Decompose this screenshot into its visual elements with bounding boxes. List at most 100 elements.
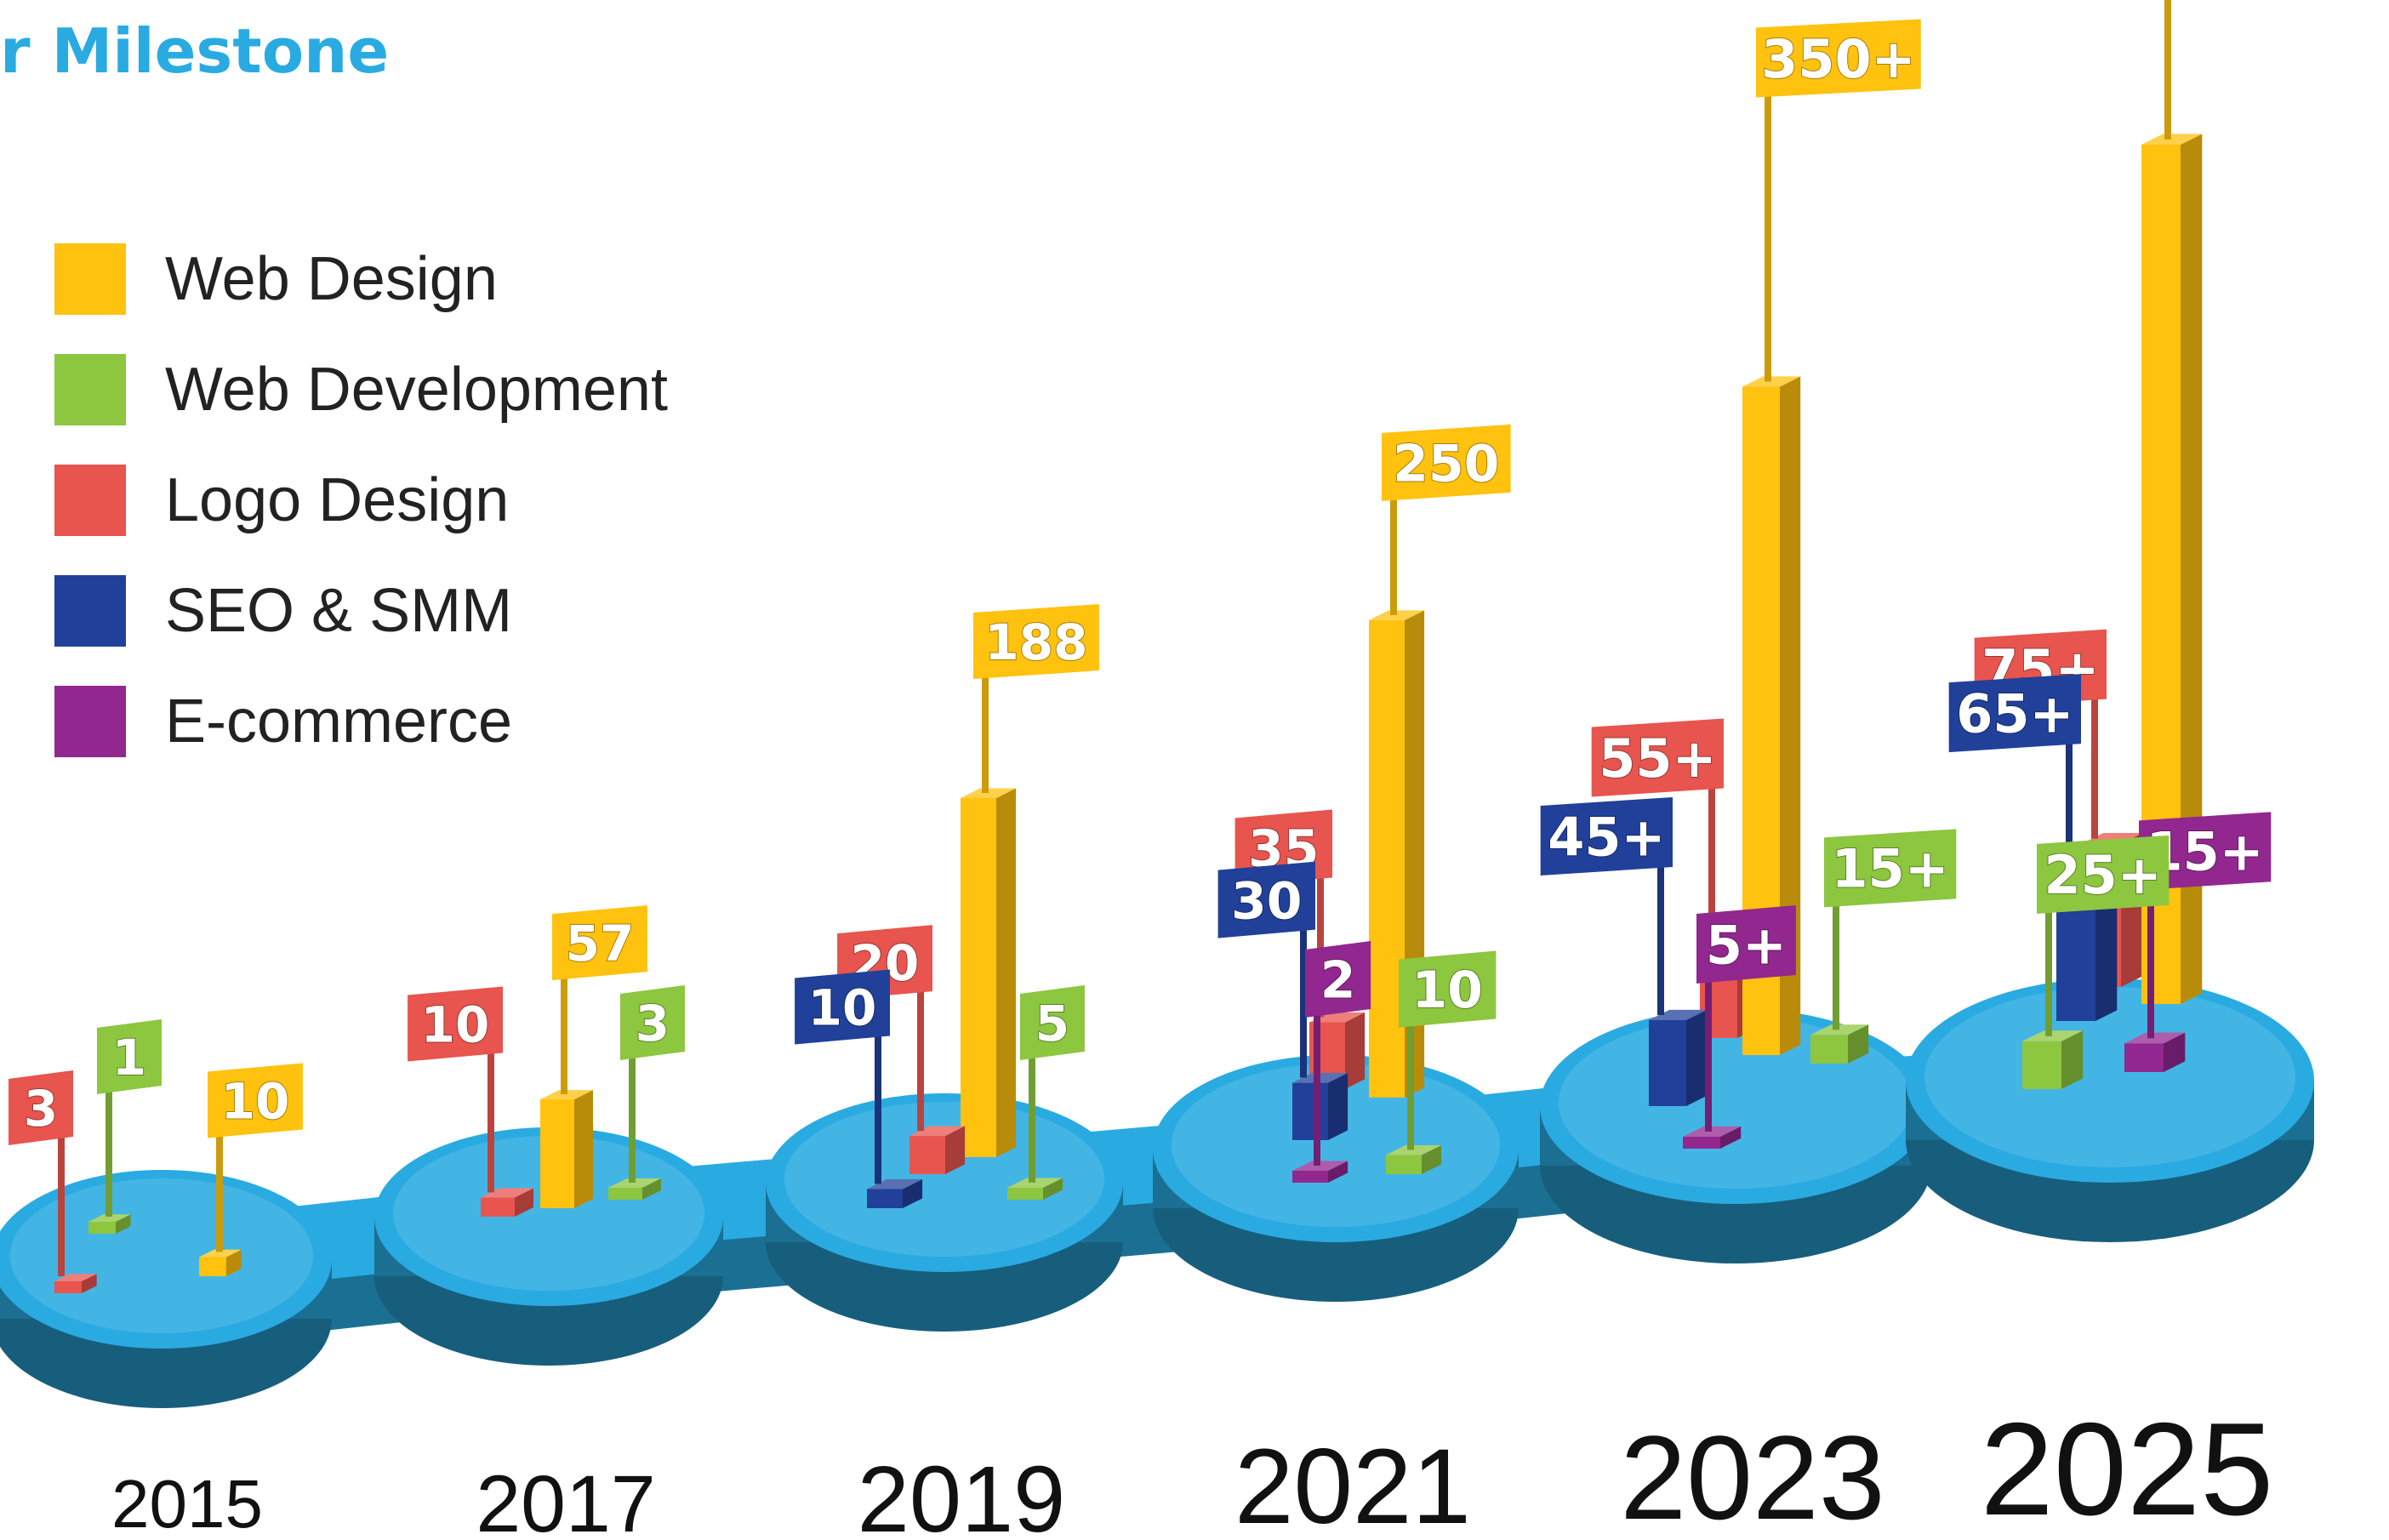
bar-logo-design-2019 bbox=[909, 1126, 966, 1174]
value-flag: 1 bbox=[97, 1019, 162, 1217]
flag-banner bbox=[1399, 950, 1497, 1028]
value-flag: 250 bbox=[1382, 424, 1511, 615]
platform-disc-highlight bbox=[1924, 987, 2295, 1167]
bar-side bbox=[1345, 1012, 1366, 1089]
bar-front bbox=[1683, 1137, 1720, 1149]
legend-label: E-commerce bbox=[165, 687, 513, 756]
flag-value-label: 350+ bbox=[1761, 28, 1915, 90]
bar-side bbox=[1848, 1024, 1869, 1064]
bar-seo-smm-2019 bbox=[867, 1179, 923, 1208]
bar-side bbox=[226, 1249, 242, 1276]
year-label-2017: 2017 bbox=[476, 1459, 655, 1540]
flag-value-label: 188 bbox=[984, 613, 1087, 671]
value-flag: 3 bbox=[9, 1070, 73, 1276]
bar-top bbox=[1007, 1178, 1063, 1188]
value-flag: 55+ bbox=[1591, 718, 1724, 928]
bar-side bbox=[1422, 1145, 1442, 1174]
bar-top bbox=[2022, 1030, 2084, 1041]
bar-side bbox=[574, 1090, 593, 1208]
bar-front bbox=[867, 1189, 903, 1208]
value-flag: 10 bbox=[208, 1063, 303, 1252]
year-label-2015: 2015 bbox=[111, 1466, 263, 1540]
bar-front bbox=[2056, 897, 2095, 1021]
bar-front bbox=[199, 1257, 226, 1276]
value-flag: 3 bbox=[620, 985, 685, 1183]
bar-top bbox=[1292, 1161, 1348, 1171]
bar-e-commerce-2025 bbox=[2124, 1032, 2186, 1072]
legend-label: Web Development bbox=[165, 356, 668, 424]
flag-value-label: 2 bbox=[1320, 951, 1356, 1011]
bar-side bbox=[2061, 1030, 2084, 1089]
bar-side bbox=[1686, 1009, 1708, 1106]
value-flag: 10 bbox=[408, 986, 503, 1193]
bar-side bbox=[1720, 1126, 1742, 1149]
flag-banner bbox=[2139, 812, 2272, 891]
value-flag: 25+ bbox=[2037, 835, 2169, 1036]
bar-top bbox=[481, 1188, 533, 1198]
bar-front bbox=[1292, 1082, 1328, 1140]
bar-front bbox=[88, 1222, 116, 1234]
bar-top bbox=[88, 1214, 131, 1222]
flag-value-label: 10 bbox=[221, 1072, 290, 1130]
bar-web-design-2019 bbox=[961, 788, 1017, 1157]
bar-web-development-2021 bbox=[1386, 1145, 1442, 1174]
bar-side bbox=[2095, 886, 2118, 1021]
flag-value-label: 1 bbox=[112, 1029, 146, 1087]
bar-side bbox=[82, 1274, 97, 1293]
year-label-2021: 2021 bbox=[1234, 1428, 1471, 1540]
value-flag: 5 bbox=[1020, 985, 1085, 1183]
flag-banner bbox=[408, 986, 503, 1062]
flag-banner bbox=[1696, 905, 1796, 984]
value-flag: 450+ bbox=[2164, 0, 2171, 140]
bar-top bbox=[2124, 1032, 2186, 1044]
flag-value-label: 55+ bbox=[1599, 727, 1716, 790]
value-flag: 10 bbox=[795, 969, 890, 1184]
flag-banner bbox=[1824, 829, 1957, 908]
bar-top bbox=[1649, 1009, 1708, 1020]
value-flag: 5+ bbox=[1696, 905, 1796, 1132]
legend-label: Web Design bbox=[165, 245, 498, 313]
bar-top bbox=[54, 1274, 97, 1281]
bar-top bbox=[1810, 1024, 1869, 1035]
legend-label: Logo Design bbox=[165, 466, 510, 534]
platform-disc-highlight bbox=[784, 1102, 1104, 1257]
bar-top bbox=[1369, 610, 1425, 620]
bar-side bbox=[996, 788, 1017, 1157]
flag-value-label: 3 bbox=[24, 1080, 58, 1138]
bar-front bbox=[2022, 1041, 2061, 1089]
flag-value-label: 15+ bbox=[1832, 838, 1949, 900]
flag-banner bbox=[1020, 985, 1085, 1060]
legend-swatch bbox=[54, 575, 126, 647]
flag-banner bbox=[1540, 797, 1673, 876]
platform-disc-highlight bbox=[10, 1178, 313, 1333]
bar-side bbox=[1780, 376, 1801, 1055]
flag-banner bbox=[1756, 19, 1921, 98]
bar-web-development-2015 bbox=[88, 1214, 131, 1234]
flag-value-label: 5+ bbox=[1706, 914, 1787, 976]
value-flag: 57 bbox=[552, 905, 647, 1095]
flag-banner bbox=[620, 985, 685, 1060]
value-flag: 45+ bbox=[1540, 797, 1673, 1015]
year-label-2025: 2025 bbox=[1981, 1395, 2274, 1540]
bar-side bbox=[515, 1188, 533, 1217]
bar-top bbox=[199, 1249, 242, 1258]
bar-top bbox=[1386, 1145, 1442, 1155]
bar-front bbox=[909, 1136, 945, 1174]
flag-value-label: 45+ bbox=[1548, 806, 1665, 868]
bar-e-commerce-2023 bbox=[1683, 1126, 1742, 1149]
flag-value-label: 10 bbox=[421, 995, 490, 1053]
flag-value-label: 25+ bbox=[2044, 844, 2162, 906]
platform-track bbox=[0, 978, 2314, 1408]
flag-value-label: 3 bbox=[636, 995, 670, 1052]
bar-web-development-2019 bbox=[1007, 1178, 1063, 1200]
bar-logo-design-2017 bbox=[481, 1188, 533, 1217]
bar-front bbox=[540, 1099, 574, 1208]
bar-web-development-2017 bbox=[608, 1178, 661, 1200]
flag-banner bbox=[1591, 718, 1724, 797]
bar-side bbox=[903, 1179, 923, 1208]
flag-banner bbox=[1382, 424, 1511, 501]
flag-value-label: 30 bbox=[1231, 871, 1303, 931]
flag-banner bbox=[1217, 861, 1315, 938]
bar-side bbox=[2164, 1032, 2186, 1072]
